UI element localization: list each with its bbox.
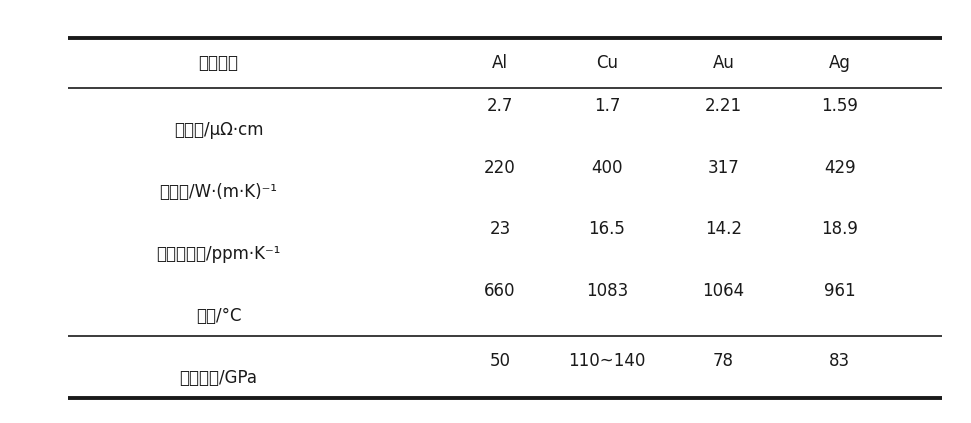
- Text: 400: 400: [591, 159, 622, 176]
- Text: 熔点/°C: 熔点/°C: [196, 307, 241, 325]
- Text: 660: 660: [485, 282, 516, 300]
- Text: Cu: Cu: [596, 54, 618, 72]
- Text: 78: 78: [713, 352, 734, 370]
- Text: 16.5: 16.5: [588, 220, 625, 239]
- Text: 电阻率/μΩ·cm: 电阻率/μΩ·cm: [174, 121, 263, 140]
- Text: 961: 961: [824, 282, 855, 300]
- Text: 429: 429: [824, 159, 855, 176]
- Text: 83: 83: [829, 352, 851, 370]
- Text: 18.9: 18.9: [821, 220, 858, 239]
- Text: 热膨胀系数/ppm·K⁻¹: 热膨胀系数/ppm·K⁻¹: [156, 245, 281, 263]
- Text: 50: 50: [489, 352, 511, 370]
- Text: 2.21: 2.21: [705, 97, 742, 115]
- Text: 材料属性: 材料属性: [198, 54, 239, 72]
- Text: 1083: 1083: [586, 282, 628, 300]
- Text: Au: Au: [713, 54, 734, 72]
- Text: 220: 220: [485, 159, 516, 176]
- Text: 1064: 1064: [702, 282, 745, 300]
- Text: 317: 317: [708, 159, 739, 176]
- Text: 弹性模量/GPa: 弹性模量/GPa: [180, 369, 257, 387]
- Text: 110~140: 110~140: [568, 352, 646, 370]
- Text: 热导率/W·(m·K)⁻¹: 热导率/W·(m·K)⁻¹: [159, 183, 278, 201]
- Text: 1.7: 1.7: [593, 97, 620, 115]
- Text: Ag: Ag: [829, 54, 851, 72]
- Text: 2.7: 2.7: [486, 97, 514, 115]
- Text: 1.59: 1.59: [821, 97, 858, 115]
- Text: 23: 23: [489, 220, 511, 239]
- Text: Al: Al: [492, 54, 508, 72]
- Text: 14.2: 14.2: [705, 220, 742, 239]
